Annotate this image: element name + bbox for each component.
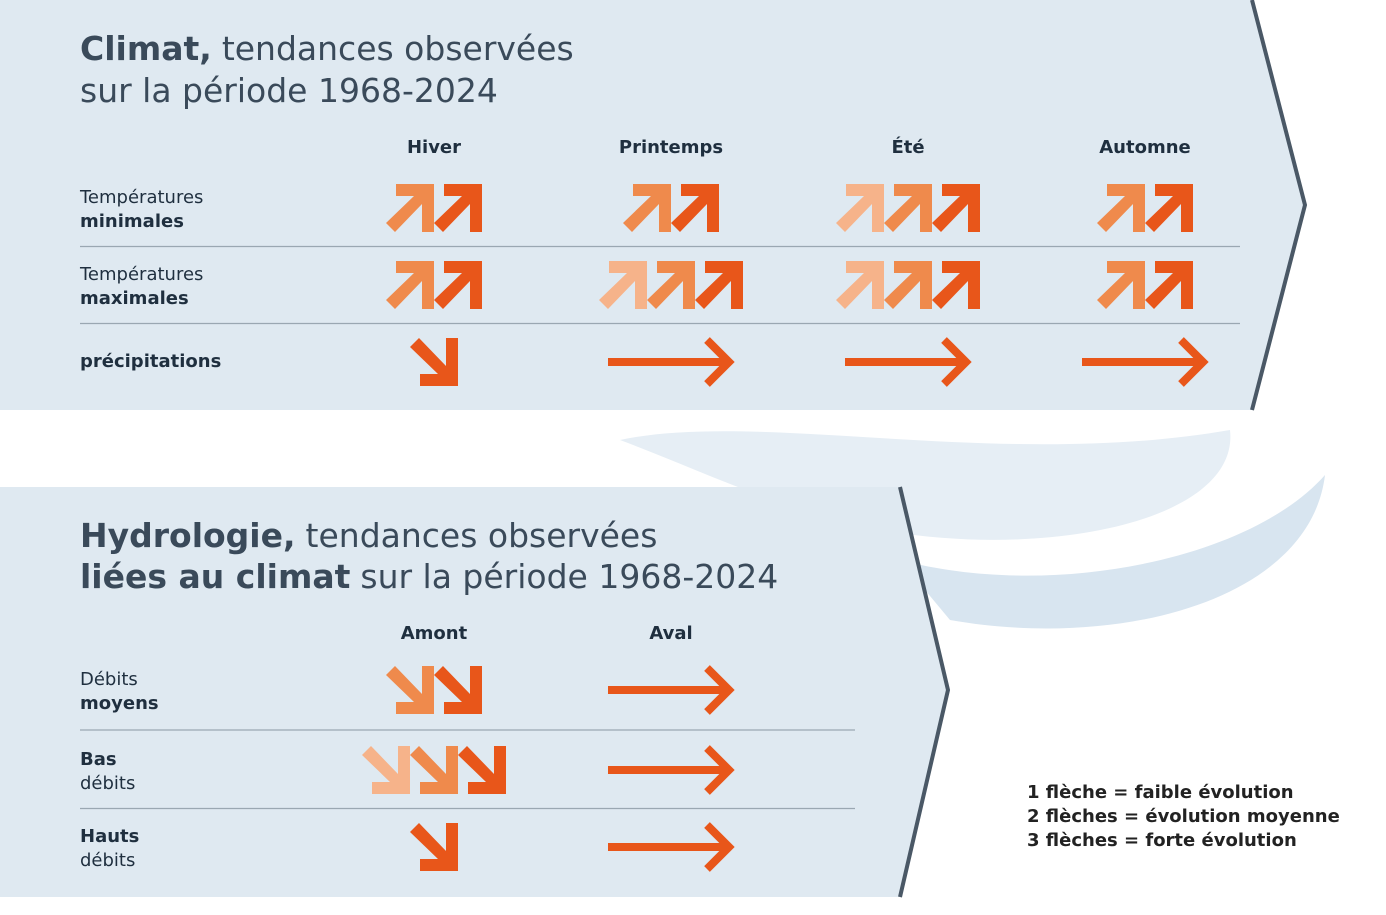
legend-line: 2 flèches = évolution moyenne: [1027, 806, 1340, 827]
column-header: Amont: [401, 623, 468, 644]
row-label: précipitations: [80, 351, 221, 372]
wave: [620, 430, 1231, 540]
trend-arrows: [836, 261, 980, 309]
row-label: minimales: [80, 211, 184, 232]
arrow: [845, 337, 972, 387]
column-header: Été: [891, 136, 924, 158]
title-text: tendances observées: [222, 29, 574, 68]
arrow: [1082, 337, 1209, 387]
title-bold: Hydrologie,: [80, 516, 296, 555]
trend-arrows: [410, 823, 458, 871]
arrow: [932, 184, 980, 232]
trend-arrows: [608, 665, 735, 715]
trend-arrows: [362, 746, 506, 794]
arrow: [434, 184, 482, 232]
title: Hydrologie, tendances observées: [80, 516, 657, 555]
trend-arrows: [608, 745, 735, 795]
arrow: [884, 184, 932, 232]
panel-edge: [1250, 0, 1308, 411]
column-header: Automne: [1099, 137, 1191, 158]
arrow: [434, 666, 482, 714]
arrow: [1145, 184, 1193, 232]
arrow: [599, 261, 647, 309]
title-bold: Climat,: [80, 29, 212, 68]
title-text: tendances observées: [306, 516, 658, 555]
arrow: [695, 261, 743, 309]
arrow: [1097, 184, 1145, 232]
title: Climat, tendances observées: [80, 29, 574, 68]
trend-arrows: [386, 261, 482, 309]
arrow: [671, 184, 719, 232]
trend-arrows: [608, 822, 735, 872]
arrow: [836, 184, 884, 232]
title-text: sur la période 1968-2024: [360, 557, 778, 596]
arrow: [608, 665, 735, 715]
arrow: [647, 261, 695, 309]
arrow: [608, 337, 735, 387]
title-bold: liées au climat: [80, 557, 351, 596]
column-header: Hiver: [407, 137, 461, 158]
row-label: Températures: [79, 264, 203, 285]
row-label: Débits: [80, 669, 138, 690]
title: liées au climat sur la période 1968-2024: [80, 557, 778, 596]
arrow: [884, 261, 932, 309]
arrow: [836, 261, 884, 309]
arrow: [386, 184, 434, 232]
row-label: débits: [80, 773, 135, 794]
row-label: Températures: [79, 187, 203, 208]
trend-arrows: [386, 666, 482, 714]
arrow: [410, 338, 458, 386]
row-label: moyens: [80, 693, 159, 714]
arrow: [1145, 261, 1193, 309]
row-label: Bas: [80, 749, 117, 770]
arrow: [1097, 261, 1145, 309]
wave: [900, 475, 1325, 629]
arrow: [386, 666, 434, 714]
arrow: [608, 822, 735, 872]
arrow: [410, 746, 458, 794]
column-header: Aval: [649, 623, 692, 644]
arrow: [362, 746, 410, 794]
trend-arrows: [845, 337, 972, 387]
trend-arrows: [608, 337, 735, 387]
column-header: Printemps: [619, 137, 723, 158]
arrow: [608, 745, 735, 795]
legend-line: 3 flèches = forte évolution: [1027, 830, 1297, 851]
title: sur la période 1968-2024: [80, 71, 498, 110]
row-label: débits: [80, 850, 135, 871]
trend-arrows: [1097, 184, 1193, 232]
arrow: [932, 261, 980, 309]
legend-line: 1 flèche = faible évolution: [1027, 782, 1294, 803]
arrow: [386, 261, 434, 309]
trend-arrows: [1082, 337, 1209, 387]
arrow: [458, 746, 506, 794]
trend-arrows: [836, 184, 980, 232]
arrow: [623, 184, 671, 232]
panel-edge: [898, 486, 951, 898]
trend-arrows: [623, 184, 719, 232]
arrow: [410, 823, 458, 871]
trend-arrows: [410, 338, 458, 386]
row-label: Hauts: [80, 826, 139, 847]
title-text: sur la période 1968-2024: [80, 71, 498, 110]
trend-arrows: [1097, 261, 1193, 309]
row-label: maximales: [80, 288, 189, 309]
arrow: [434, 261, 482, 309]
trend-arrows: [386, 184, 482, 232]
trend-arrows: [599, 261, 743, 309]
